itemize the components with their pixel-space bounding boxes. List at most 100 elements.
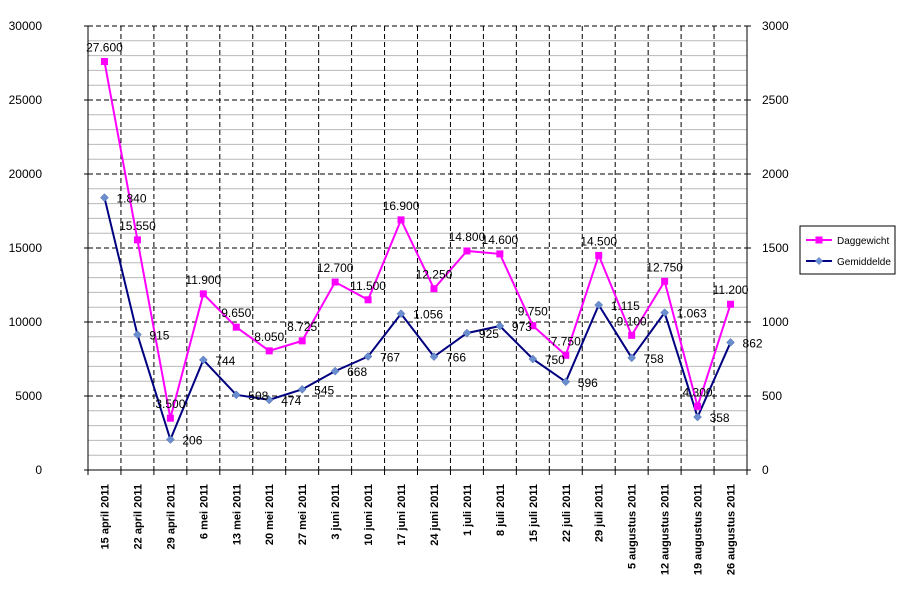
x-axis-tick-label: 12 augustus 2011 — [660, 484, 672, 575]
data-label: 596 — [578, 376, 598, 390]
data-point — [429, 352, 439, 361]
data-label: 16.900 — [383, 199, 420, 213]
data-label: 12.250 — [416, 268, 453, 282]
data-point — [660, 308, 669, 318]
left-axis-tick-label: 30000 — [9, 19, 43, 33]
data-point — [100, 193, 109, 203]
data-label: 545 — [314, 383, 334, 397]
data-label: 11.500 — [350, 279, 386, 293]
data-point — [495, 321, 505, 331]
x-axis-tick-label: 22 april 2011 — [132, 484, 144, 549]
data-label: 27.600 — [86, 41, 123, 55]
data-point — [133, 236, 141, 244]
x-axis-tick-label: 10 juni 2011 — [363, 484, 375, 546]
left-axis-tick-label: 0 — [35, 463, 42, 477]
left-axis-tick-label: 25000 — [9, 93, 43, 107]
data-label: 14.800 — [449, 230, 486, 244]
data-point — [363, 352, 373, 361]
data-point — [430, 285, 438, 293]
data-point — [331, 278, 339, 286]
data-point — [198, 355, 208, 365]
data-label: 3.500 — [155, 397, 185, 411]
data-label: 206 — [182, 434, 202, 448]
data-label: 750 — [545, 353, 565, 367]
x-axis-tick-label: 15 juli 2011 — [528, 484, 540, 542]
left-axis-tick-label: 15000 — [9, 241, 43, 255]
data-point — [562, 351, 570, 359]
series-lines — [103, 61, 732, 443]
series-markers — [100, 58, 735, 444]
legend: Daggewicht Gemiddelde — [799, 225, 896, 275]
x-axis-tick-label: 22 juli 2011 — [561, 484, 573, 542]
x-axis-tick-label: 27 mei 2011 — [297, 484, 309, 545]
data-label: 9.650 — [221, 306, 251, 320]
data-label: 9.100 — [617, 314, 647, 328]
data-label: 973 — [512, 320, 532, 334]
data-label: 8.050 — [254, 330, 284, 344]
data-point — [463, 247, 471, 255]
data-label: 508 — [248, 389, 268, 403]
x-axis-tick-label: 29 juli 2011 — [594, 484, 606, 542]
axes: 0 5000 10000 15000 20000 25000 30000 0 500 1000 15… — [9, 19, 789, 575]
data-label: 14.500 — [580, 234, 617, 248]
data-point — [364, 296, 372, 304]
left-axis-tick-label: 5000 — [15, 389, 42, 403]
data-point — [528, 354, 538, 364]
data-point — [231, 390, 241, 400]
right-axis-tick-label: 2500 — [762, 93, 789, 107]
data-point — [694, 402, 702, 410]
right-axis-tick-label: 3000 — [762, 19, 789, 33]
data-label: 9.750 — [518, 305, 548, 319]
series-line-daggewicht — [103, 61, 732, 419]
data-label: 744 — [215, 354, 235, 368]
data-point — [661, 277, 669, 285]
data-label: 1.063 — [677, 307, 707, 321]
data-label: 358 — [710, 411, 730, 425]
right-axis-tick-label: 500 — [762, 389, 782, 403]
legend-box — [799, 225, 896, 275]
x-axis-tick-label: 15 april 2011 — [99, 484, 111, 549]
data-label: 767 — [380, 350, 400, 364]
data-point — [330, 366, 340, 376]
legend-marker — [815, 236, 823, 244]
gridlines — [88, 25, 747, 470]
data-label: 766 — [446, 351, 466, 365]
data-label: 1.840 — [116, 192, 146, 206]
x-axis-tick-label: 26 augustus 2011 — [726, 484, 738, 575]
data-label: 11.200 — [713, 283, 749, 297]
data-point — [133, 330, 142, 339]
data-point — [264, 395, 274, 405]
data-point — [627, 353, 637, 363]
data-label: 4.300 — [683, 385, 713, 399]
data-point — [232, 323, 240, 331]
legend-label: Daggewicht — [837, 236, 889, 247]
left-axis-tick-label: 20000 — [9, 167, 43, 181]
legend-label: Gemiddelde — [837, 257, 891, 268]
data-point — [628, 331, 636, 339]
data-label: 1.056 — [413, 308, 443, 322]
left-axis-tick-label: 10000 — [9, 315, 43, 329]
right-axis-tick-label: 1500 — [762, 241, 789, 255]
x-axis-tick-label: 29 april 2011 — [165, 484, 177, 549]
legend-marker — [815, 257, 823, 265]
data-label: 668 — [347, 365, 367, 379]
data-point — [726, 338, 735, 347]
x-axis-tick-label: 19 augustus 2011 — [693, 484, 705, 575]
data-point — [529, 322, 537, 330]
data-point — [595, 251, 603, 259]
data-point — [100, 58, 108, 66]
data-label: 1.115 — [611, 299, 640, 313]
x-axis-tick-label: 6 mei 2011 — [198, 484, 210, 539]
series-line-gemiddelde — [103, 197, 732, 443]
x-axis-tick-label: 20 mei 2011 — [264, 484, 276, 545]
x-axis-tick-label: 13 mei 2011 — [231, 484, 243, 545]
x-axis-tick-label: 5 augustus 2011 — [627, 484, 639, 569]
x-axis-tick-label: 24 juni 2011 — [429, 484, 441, 546]
data-point — [397, 216, 405, 224]
right-axis-tick-label: 0 — [762, 463, 769, 477]
data-point — [693, 412, 702, 422]
data-label: 11.900 — [185, 273, 221, 287]
data-label: 8.725 — [287, 320, 317, 334]
